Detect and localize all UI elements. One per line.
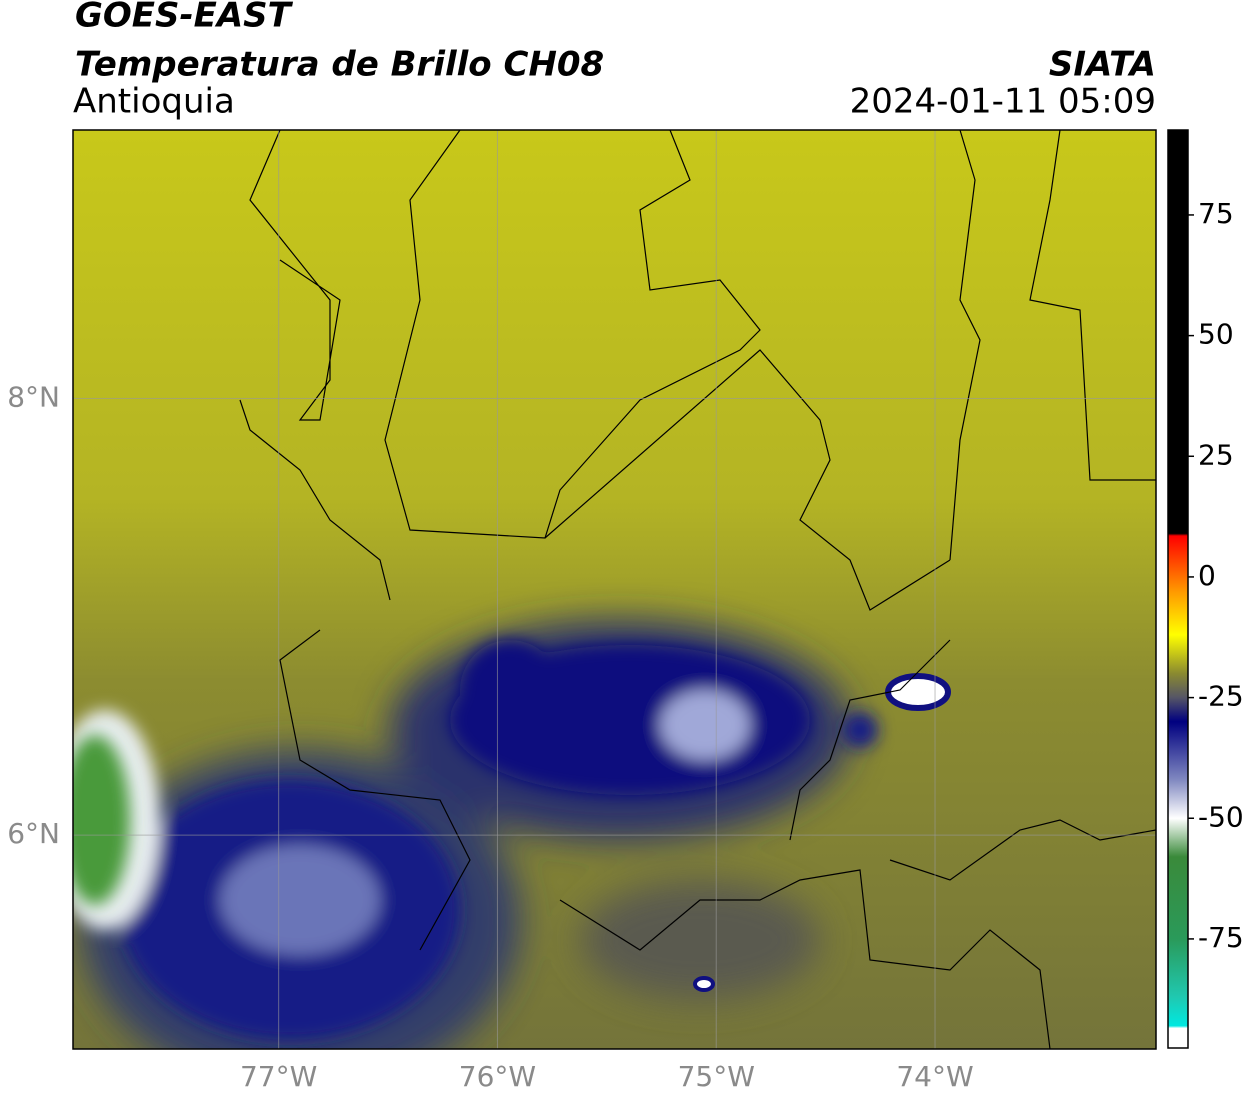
lat-tick-label: 6°N bbox=[7, 817, 60, 850]
colorbar-tick-label: 75 bbox=[1198, 197, 1234, 230]
lon-tick-label: 76°W bbox=[459, 1060, 536, 1093]
agency: SIATA bbox=[1049, 45, 1156, 85]
lat-tick-label: 8°N bbox=[7, 380, 60, 413]
map-image bbox=[73, 130, 1156, 1049]
datetime: 2024-01-11 05:09 bbox=[850, 82, 1156, 122]
colorbar-tick-label: -25 bbox=[1198, 680, 1244, 713]
title: GOES-EAST bbox=[75, 0, 294, 36]
colorbar-tick-label: -50 bbox=[1198, 800, 1244, 833]
lon-tick-label: 74°W bbox=[896, 1060, 973, 1093]
subtitle: Temperatura de Brillo CH08 bbox=[75, 45, 604, 85]
grid bbox=[73, 130, 1156, 1049]
map-frame bbox=[72, 129, 1157, 1050]
lon-tick-label: 75°W bbox=[678, 1060, 755, 1093]
colorbar-tick-label: 50 bbox=[1198, 318, 1234, 351]
lon-tick-label: 77°W bbox=[240, 1060, 317, 1093]
region: Antioquia bbox=[73, 82, 235, 122]
colorbar-tick-label: 0 bbox=[1198, 559, 1216, 592]
colorbar bbox=[1167, 129, 1189, 1049]
colorbar-tick-label: 25 bbox=[1198, 438, 1234, 471]
colorbar-tick-label: -75 bbox=[1198, 921, 1244, 954]
